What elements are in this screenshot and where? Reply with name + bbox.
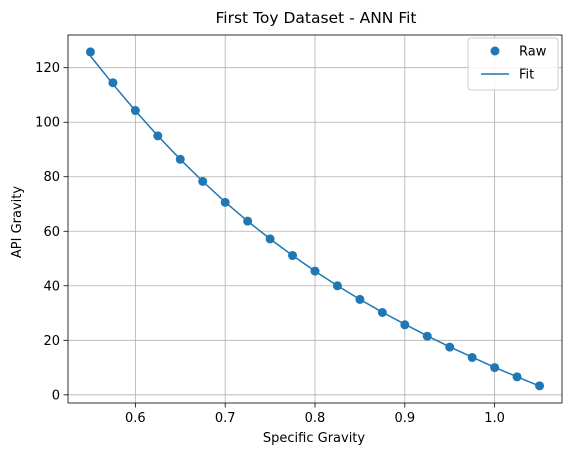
- y-tick-label: 40: [43, 279, 60, 294]
- raw-data-point: [265, 234, 275, 244]
- chart-title: First Toy Dataset - ANN Fit: [215, 9, 416, 27]
- raw-data-point: [85, 47, 95, 57]
- x-tick-label: 0.9: [394, 411, 415, 426]
- x-tick-label: 0.7: [215, 411, 236, 426]
- axis-ticks: 0.6 0.7 0.8 0.9 1.0 0 20 40 60 80 100 120: [35, 61, 505, 426]
- legend-raw-label: Raw: [519, 45, 547, 60]
- raw-data-point: [422, 331, 432, 341]
- y-tick-label: 100: [35, 116, 60, 131]
- y-tick-label: 120: [35, 61, 60, 76]
- raw-data-point: [243, 216, 253, 226]
- raw-data-point: [535, 381, 545, 391]
- raw-data-point: [310, 266, 320, 276]
- raw-data-point: [512, 372, 522, 382]
- legend-fit-label: Fit: [519, 68, 534, 83]
- raw-data-point: [153, 131, 163, 141]
- legend: Raw Fit: [467, 37, 559, 91]
- x-axis-label: Specific Gravity: [263, 431, 366, 446]
- x-tick-label: 1.0: [484, 411, 505, 426]
- y-tick-label: 80: [43, 170, 60, 185]
- raw-data-point: [175, 154, 185, 164]
- raw-data-point: [355, 294, 365, 304]
- y-axis-label: API Gravity: [10, 186, 25, 258]
- x-tick-label: 0.8: [305, 411, 326, 426]
- raw-data-point: [377, 307, 387, 317]
- grid-lines: [68, 35, 562, 403]
- y-tick-label: 60: [43, 225, 60, 240]
- x-tick-label: 0.6: [125, 411, 146, 426]
- raw-data-point: [220, 197, 230, 207]
- raw-data-point: [490, 363, 500, 373]
- raw-data-point: [108, 78, 118, 88]
- raw-data-point: [198, 176, 208, 186]
- raw-data-point: [332, 281, 342, 291]
- raw-data-point: [400, 320, 410, 330]
- raw-scatter-series: [85, 47, 545, 391]
- raw-data-point: [130, 106, 140, 116]
- legend-raw-marker: [490, 46, 500, 56]
- raw-data-point: [288, 251, 298, 261]
- y-tick-label: 20: [43, 334, 60, 349]
- raw-data-point: [467, 352, 477, 362]
- y-tick-label: 0: [52, 388, 60, 403]
- raw-data-point: [445, 342, 455, 352]
